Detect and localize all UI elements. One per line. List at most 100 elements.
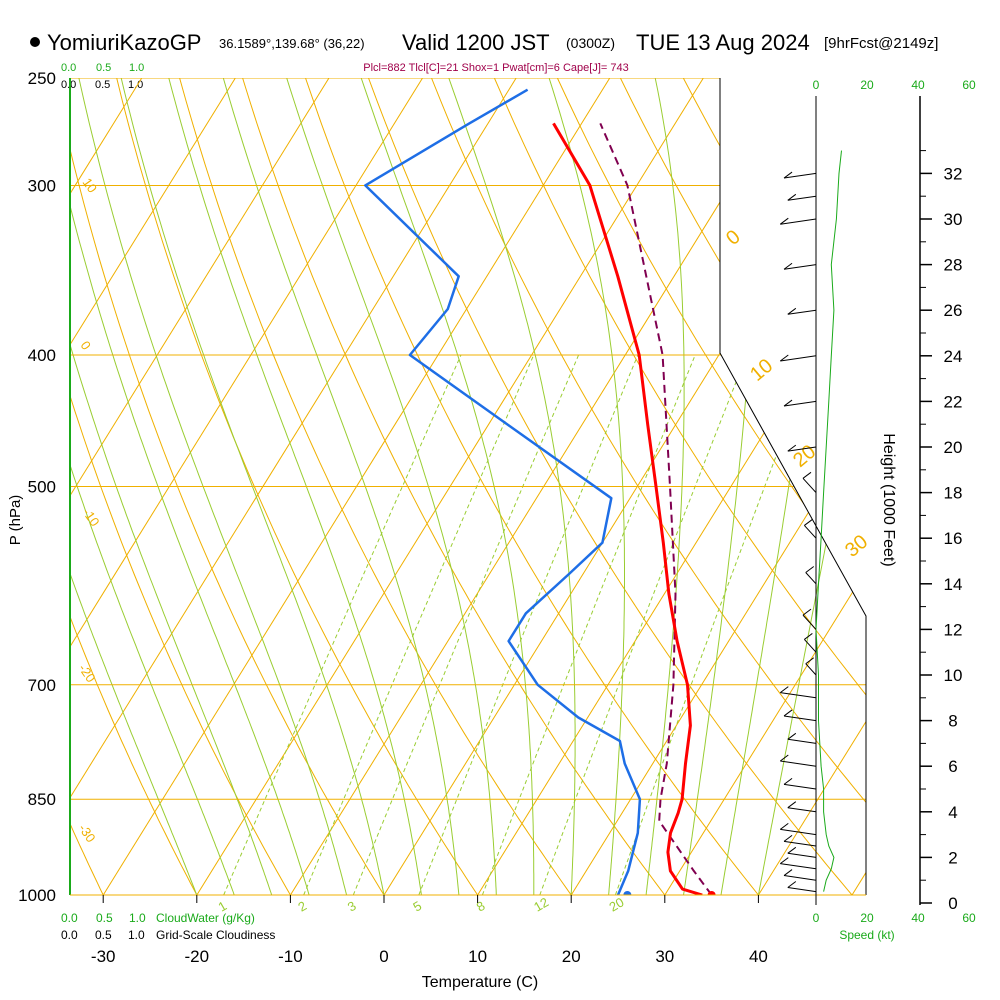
wind-barb-flag <box>805 566 815 573</box>
wind-barb <box>787 738 817 744</box>
wind-barb <box>783 840 817 847</box>
dry-adiabat-label: -10 <box>80 505 103 529</box>
cloud-black-tick: 1.0 <box>128 79 143 91</box>
wind-barb-flag <box>805 657 815 665</box>
valid-time: Valid 1200 JST <box>402 30 550 55</box>
moist-adiabat-line <box>352 78 535 895</box>
mixing-ratio-line <box>481 354 696 895</box>
mixing-ratio-line <box>539 354 748 895</box>
wind-barb <box>780 828 817 836</box>
wind-barb-flag <box>783 399 793 407</box>
isotherm-line <box>459 78 866 895</box>
mixing-ratio-label: 12 <box>531 894 551 914</box>
parcel-line <box>599 122 713 895</box>
height-tick-label: 10 <box>944 666 963 685</box>
dry-adiabat-label: 10 <box>80 175 101 195</box>
wind-speed-tick: 60 <box>962 911 976 925</box>
wind-barb <box>787 446 817 452</box>
moist-adiabat-line <box>216 78 460 895</box>
pressure-tick-label: 250 <box>28 69 56 88</box>
wind-speed-label: Speed (kt) <box>839 928 894 942</box>
temperature-tick-label: -10 <box>278 947 303 966</box>
forecast-label: [9hrFcst@2149z] <box>824 35 938 52</box>
cloud-green-tick: 1.0 <box>129 62 144 74</box>
isotherm-line <box>70 78 251 895</box>
isobars <box>70 78 866 895</box>
height-tick-label: 18 <box>944 484 963 503</box>
moist-adiabat-line <box>720 78 842 895</box>
wind-barb <box>787 309 817 315</box>
cloud-black-tick: 1.0 <box>128 928 145 942</box>
cloud-green-tick: 1.0 <box>129 911 146 925</box>
wind-barb-flag <box>783 777 793 785</box>
wind-barb <box>783 172 817 179</box>
wind-speed-tick: 60 <box>962 78 976 92</box>
dry-adiabats <box>70 54 1000 924</box>
temperature-tick-label: 30 <box>655 947 674 966</box>
right-frame-line <box>719 78 867 895</box>
dry-adiabat-line <box>483 78 866 895</box>
moist-adiabat-line <box>757 78 866 895</box>
wind-speed-tick: 0 <box>813 78 820 92</box>
dry-adiabat-line <box>172 78 593 895</box>
wind-barb <box>780 218 817 225</box>
wind-barb <box>783 875 817 881</box>
temperature-tick-label: -20 <box>185 947 210 966</box>
height-tick-label: 22 <box>944 392 963 411</box>
dry-adiabat-line <box>359 78 866 895</box>
moist-adiabat-line <box>278 78 497 895</box>
pressure-axis: 250 300 400 500 700 850 1000 <box>18 69 56 905</box>
dry-adiabat-label: -30 <box>76 821 99 845</box>
header: YomiuriKazoGP 36.1589°,139.68° (36,22) V… <box>30 30 938 55</box>
wind-barb-flag <box>787 444 797 452</box>
temperature-line <box>552 122 703 895</box>
isotherm-line <box>646 78 866 895</box>
height-tick-label: 26 <box>944 301 963 320</box>
wind-barb-flag <box>804 633 813 640</box>
wind-barb <box>805 572 817 585</box>
cloud-black-tick: 0.0 <box>61 928 78 942</box>
temperature-tick-label: -30 <box>91 947 116 966</box>
moist-adiabat-line <box>70 78 273 895</box>
temperature-tick-label: 40 <box>749 947 768 966</box>
wind-barb <box>805 663 817 676</box>
pressure-tick-label: 700 <box>28 676 56 695</box>
station-coords: 36.1589°,139.68° (36,22) <box>219 36 365 51</box>
surface-temperature-dot <box>707 891 716 895</box>
wind-speed-tick: 40 <box>911 911 925 925</box>
wind-barb <box>802 477 817 493</box>
wind-barb <box>780 863 817 870</box>
utc-time: (0300Z) <box>566 35 615 51</box>
wind-barb <box>802 614 817 630</box>
wind-barb <box>804 639 817 653</box>
dry-adiabat-line <box>70 78 213 895</box>
wind-speed-tick: 40 <box>911 78 925 92</box>
moist-adiabat-line <box>115 78 385 895</box>
isotherm-line <box>84 78 626 895</box>
height-tick-label: 4 <box>948 803 957 822</box>
wind-panel: 0 20 40 60 0 20 40 60 Speed (kt) <box>779 78 976 942</box>
moist-adiabat-line <box>73 78 348 895</box>
dry-adiabat-line <box>110 78 498 895</box>
isotherm-line <box>70 78 438 895</box>
isotherm-line <box>70 78 532 895</box>
dry-adiabat-line <box>421 78 866 895</box>
height-tick-label: 20 <box>944 438 963 457</box>
wind-barb <box>783 715 817 722</box>
dry-adiabat-label: 0 <box>722 226 745 250</box>
parcel-trace <box>599 122 713 895</box>
cloud-green-tick: 0.5 <box>96 911 113 925</box>
wind-barb <box>780 355 817 362</box>
isotherm-line <box>740 78 866 895</box>
isotherm-line <box>178 78 719 895</box>
cloudiness-label: Grid-Scale Cloudiness <box>156 928 275 942</box>
valid-date: TUE 13 Aug 2024 <box>636 30 810 55</box>
dry-adiabat-line <box>982 54 1000 924</box>
wind-speed-tick: 20 <box>860 78 874 92</box>
moist-adiabat-line <box>540 78 625 895</box>
cloud-green-tick: 0.0 <box>61 62 76 74</box>
height-axis-label: Height (1000 Feet) <box>880 433 897 566</box>
wind-barb-flag <box>787 307 797 315</box>
dry-adiabat-line <box>234 78 688 895</box>
wind-barb-flag <box>783 834 793 842</box>
